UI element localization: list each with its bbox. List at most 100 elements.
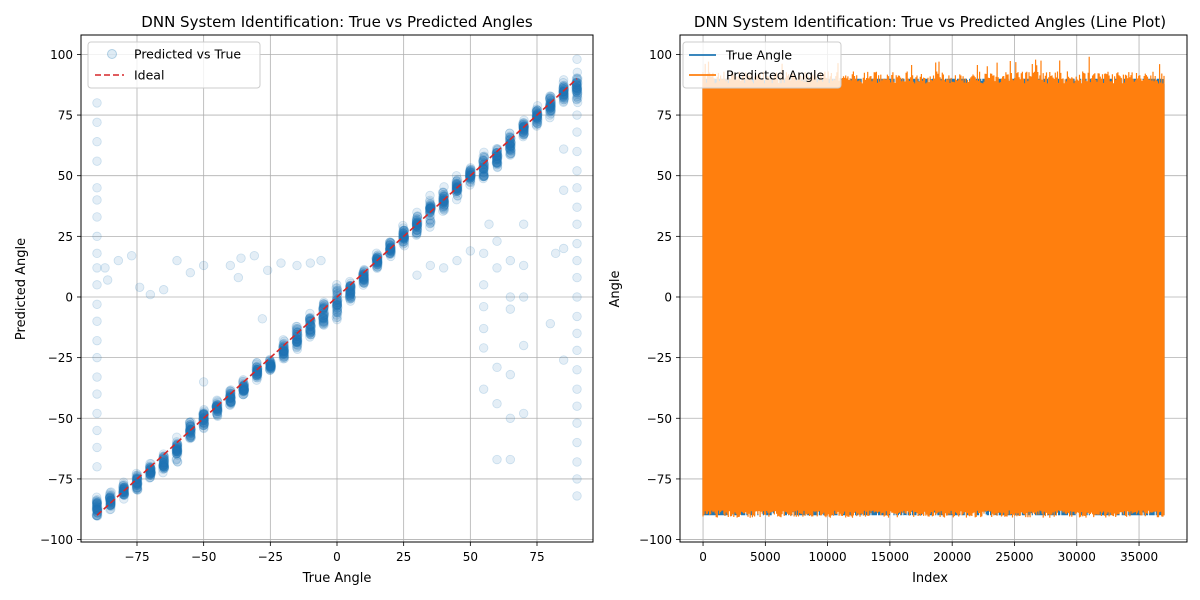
- scatter-point: [186, 433, 196, 443]
- scatter-point: [132, 483, 143, 493]
- scatter-point: [198, 420, 209, 431]
- scatter-point: [558, 243, 569, 254]
- scatter-point: [212, 395, 222, 405]
- scatter-point: [92, 499, 102, 509]
- scatter-point: [545, 318, 556, 329]
- scatter-point: [172, 446, 183, 457]
- scatter-point: [331, 283, 341, 293]
- scatter-point: [146, 463, 156, 474]
- scatter-point: [212, 406, 223, 416]
- scatter-point: [213, 406, 223, 417]
- scatter-point: [92, 500, 102, 511]
- scatter-point: [132, 483, 142, 493]
- scatter-point: [572, 54, 582, 64]
- scatter-point: [199, 415, 209, 425]
- scatter-point: [185, 432, 196, 442]
- scatter-point: [92, 231, 102, 242]
- scatter-point: [159, 451, 170, 462]
- scatter-point: [198, 377, 209, 387]
- y-tick-label: −100: [40, 533, 73, 547]
- x-tick-label: −50: [191, 550, 216, 564]
- y-tick-label: 25: [657, 230, 672, 244]
- scatter-point: [212, 410, 223, 420]
- scatter-point: [185, 428, 196, 438]
- scatter-point: [131, 480, 142, 490]
- scatter-point: [172, 444, 182, 454]
- x-tick-label: 15000: [871, 550, 909, 564]
- scatter-point: [145, 470, 156, 481]
- scatter-point: [199, 407, 209, 418]
- scatter-point: [91, 504, 102, 514]
- scatter-point: [572, 238, 582, 249]
- scatter-point: [212, 404, 222, 414]
- scatter-point: [505, 148, 516, 158]
- scatter-point: [492, 399, 502, 409]
- scatter-point: [492, 263, 502, 273]
- scatter-point: [132, 484, 143, 494]
- scatter-point: [158, 285, 169, 295]
- scatter-point: [438, 188, 448, 198]
- scatter-point: [119, 484, 129, 495]
- scatter-point: [572, 474, 582, 484]
- scatter-point: [226, 397, 236, 407]
- scatter-point: [91, 499, 102, 510]
- scatter-point: [159, 461, 169, 472]
- scatter-point: [199, 415, 209, 426]
- scatter-point: [518, 408, 529, 419]
- scatter-point: [104, 493, 115, 503]
- scatter-point: [558, 355, 569, 365]
- scatter-point: [92, 501, 102, 512]
- scatter-point: [158, 461, 169, 471]
- scatter-point: [492, 362, 502, 373]
- scatter-point: [145, 467, 156, 478]
- scatter-point: [572, 491, 582, 501]
- scatter-point: [185, 433, 195, 443]
- x-tick-label: 25: [396, 550, 411, 564]
- scatter-point: [158, 451, 169, 462]
- scatter-point: [478, 280, 489, 290]
- scatter-point: [172, 445, 182, 455]
- scatter-point: [505, 413, 516, 423]
- scatter-point: [184, 417, 195, 427]
- scatter-point: [92, 316, 102, 326]
- scatter-point: [106, 487, 116, 497]
- scatter-point: [172, 457, 183, 467]
- scatter-point: [105, 500, 116, 510]
- legend-marker-predicted-vs-true: [107, 49, 117, 59]
- scatter-point: [198, 260, 209, 271]
- scatter-point: [159, 456, 169, 466]
- scatter-point: [105, 487, 115, 498]
- scatter-point: [186, 432, 196, 443]
- scatter-point: [92, 408, 102, 419]
- scatter-point: [105, 496, 116, 507]
- scatter-point: [105, 500, 116, 511]
- scatter-point: [106, 490, 116, 501]
- scatter-point: [145, 461, 155, 471]
- scatter-point: [145, 289, 156, 300]
- scatter-point: [572, 166, 582, 176]
- scatter-point: [159, 462, 170, 472]
- scatter-point: [132, 475, 143, 485]
- scatter-point: [572, 345, 582, 356]
- scatter-point: [104, 492, 115, 503]
- scatter-point: [146, 469, 156, 479]
- scatter-point: [171, 455, 181, 465]
- scatter-point: [546, 102, 556, 112]
- scatter-point: [171, 445, 182, 456]
- scatter-point: [198, 416, 209, 426]
- scatter-point: [105, 493, 115, 503]
- scatter-point: [173, 457, 183, 467]
- x-tick-label: 20000: [933, 550, 971, 564]
- scatter-point: [92, 495, 102, 505]
- scatter-point: [131, 473, 142, 483]
- legend-label-predicted-vs-true: Predicted vs True: [134, 47, 241, 62]
- scatter-point: [172, 445, 182, 456]
- scatter-point: [198, 420, 208, 430]
- scatter-point: [426, 217, 436, 228]
- scatter-point: [572, 384, 582, 394]
- scatter-point: [572, 437, 582, 448]
- scatter-point: [172, 448, 182, 459]
- scatter-point: [331, 310, 342, 320]
- scatter-point: [146, 470, 156, 480]
- scatter-point: [158, 461, 169, 471]
